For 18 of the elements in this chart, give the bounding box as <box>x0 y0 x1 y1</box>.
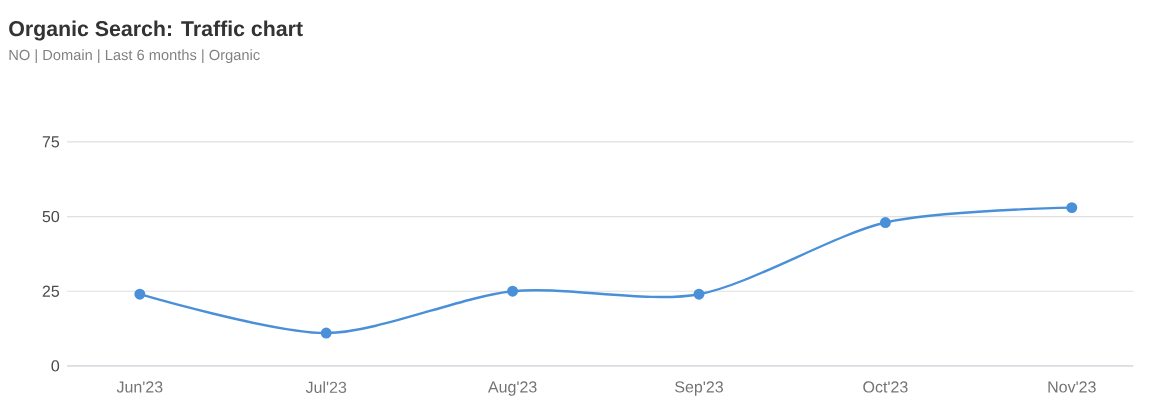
y-tick-label: 75 <box>42 136 60 148</box>
x-tick-label: Sep'23 <box>675 381 723 396</box>
point <box>1066 202 1078 213</box>
point <box>879 216 891 228</box>
point <box>320 327 332 339</box>
x-tick-label: Oct'23 <box>863 381 908 393</box>
x-tick-label: Nov'23 <box>1048 381 1096 393</box>
x-tick-label: Aug'23 <box>487 381 537 396</box>
y-tick-label: 50 <box>42 210 60 223</box>
y-tick-label: 25 <box>42 285 60 297</box>
point <box>134 288 146 300</box>
chart-subtitle: NO | Domain | Last 6 months | Organic <box>9 49 260 64</box>
y-tick-label: 0 <box>51 360 60 372</box>
x-tick-label: Jul'23 <box>305 381 347 393</box>
chart-title: Organic Search: Traffic chart <box>9 20 303 41</box>
point <box>693 288 705 300</box>
x-tick-label: Jun'23 <box>116 381 163 393</box>
point <box>507 285 519 297</box>
